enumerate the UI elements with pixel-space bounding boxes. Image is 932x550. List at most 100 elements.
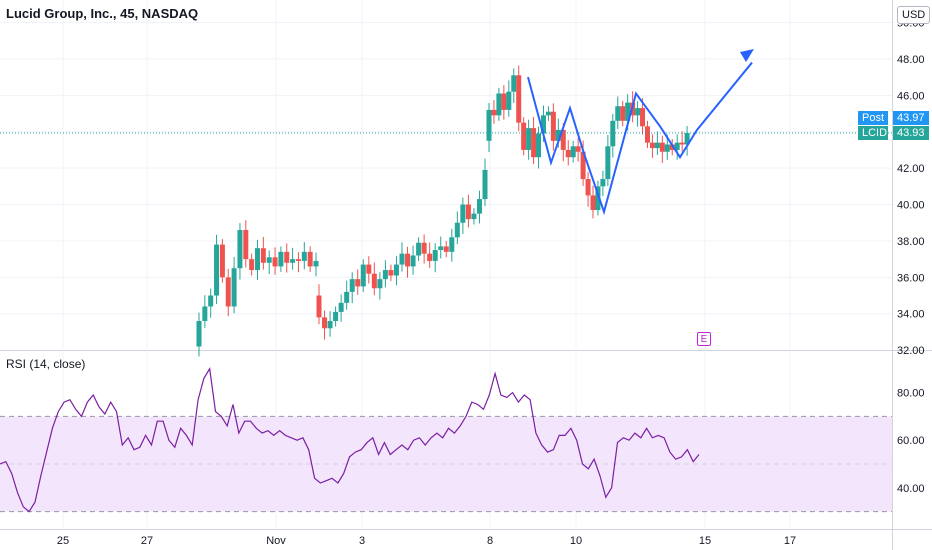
candle-body	[202, 306, 208, 322]
candle-body	[382, 270, 388, 280]
candle-body	[344, 291, 350, 303]
candle-body	[516, 75, 522, 123]
candle-body	[313, 260, 319, 267]
time-tick-label: 17	[784, 535, 796, 547]
candle-body	[333, 311, 339, 322]
candle-body	[219, 244, 225, 278]
candle-body	[550, 111, 556, 141]
candle-body	[366, 264, 372, 274]
candle-body	[679, 142, 685, 145]
candle-body	[649, 142, 655, 149]
chart-title: Lucid Group, Inc., 45, NASDAQ	[6, 6, 199, 21]
candle-body	[208, 295, 214, 307]
candle-body	[405, 253, 411, 267]
candle-body	[501, 93, 507, 110]
candle-body	[664, 144, 670, 152]
time-tick-label: 25	[57, 535, 69, 547]
candle-body	[560, 129, 566, 150]
lcid-badge-value: 43.93	[893, 126, 929, 140]
candle-body	[427, 253, 433, 261]
candle-body	[590, 195, 596, 210]
candle-body	[644, 126, 650, 143]
candle-body	[659, 142, 665, 152]
time-tick-label: 27	[141, 535, 153, 547]
candle-body	[536, 133, 542, 158]
drawn-pattern-line	[527, 61, 753, 216]
price-tick-label: 36.00	[897, 272, 925, 284]
candle-body	[684, 133, 690, 145]
candle-body	[355, 279, 361, 287]
candle-body	[272, 257, 278, 267]
earnings-marker[interactable]: E	[697, 332, 711, 346]
candles	[196, 65, 690, 357]
candle-body	[231, 268, 237, 307]
candle-body	[388, 270, 394, 276]
price-tick-label: 46.00	[897, 90, 925, 102]
time-tick-label: Nov	[266, 535, 286, 547]
candle-body	[284, 251, 290, 263]
candle-body	[585, 179, 591, 196]
candle-body	[471, 213, 477, 220]
candle-body	[316, 295, 322, 318]
candle-body	[620, 106, 626, 121]
candle-body	[237, 230, 243, 269]
candle-body	[327, 321, 333, 329]
candle-body	[393, 264, 399, 276]
candle-body	[301, 251, 307, 261]
candle-body	[482, 169, 488, 200]
candle-body	[214, 244, 220, 296]
candle-body	[610, 120, 616, 147]
candle-body	[565, 149, 571, 158]
rsi-title: RSI (14, close)	[6, 357, 86, 371]
candle-body	[243, 230, 249, 260]
candle-body	[295, 259, 301, 261]
time-tick-label: 8	[487, 535, 493, 547]
price-tick-label: 38.00	[897, 236, 925, 248]
time-tick-label: 3	[359, 535, 365, 547]
candle-body	[416, 242, 422, 256]
drawn-arrow-head	[740, 49, 754, 62]
candle-body	[521, 122, 527, 150]
price-tick-label: 34.00	[897, 309, 925, 321]
candle-body	[511, 75, 517, 92]
candle-body	[410, 255, 416, 267]
candle-body	[399, 253, 405, 265]
price-tick-label: 48.00	[897, 54, 925, 66]
candle-body	[338, 302, 344, 312]
candle-body	[526, 128, 532, 150]
candle-body	[454, 222, 460, 238]
candle-body	[249, 259, 255, 271]
post-badge-value: 43.97	[893, 111, 929, 125]
candle-body	[255, 248, 260, 271]
time-tick-label: 10	[570, 535, 582, 547]
candle-body	[196, 321, 202, 347]
candle-body	[615, 106, 621, 121]
candle-body	[654, 142, 660, 149]
candle-body	[605, 146, 611, 180]
post-badge-label: Post	[858, 111, 888, 125]
rsi-tick-label: 40.00	[897, 483, 925, 495]
candle-body	[595, 186, 601, 210]
candle-body	[432, 250, 438, 261]
price-tick-label: 40.00	[897, 200, 925, 212]
candle-body	[575, 146, 581, 152]
candle-body	[266, 257, 272, 263]
rsi-line	[0, 367, 700, 513]
candle-body	[635, 108, 641, 116]
candle-body	[278, 251, 284, 267]
candle-body	[290, 259, 296, 263]
rsi-tick-label: 60.00	[897, 435, 925, 447]
candle-body	[506, 91, 512, 110]
candle-body	[260, 248, 266, 263]
currency-button[interactable]: USD	[897, 6, 931, 24]
candle-body	[640, 108, 646, 127]
candle-body	[225, 277, 231, 307]
candle-body	[491, 109, 497, 116]
lcid-badge-label: LCID	[858, 126, 888, 140]
candle-body	[377, 279, 383, 289]
candle-body	[443, 246, 449, 252]
candle-body	[531, 128, 537, 158]
time-tick-label: 15	[699, 535, 711, 547]
candle-body	[669, 144, 675, 150]
